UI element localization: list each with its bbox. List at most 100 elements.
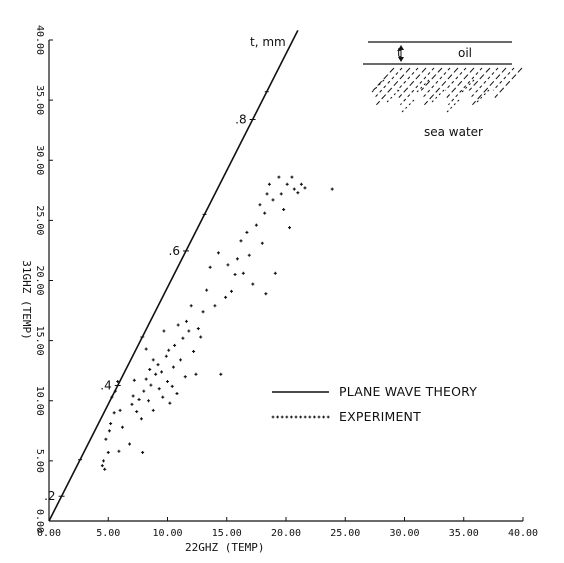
data-point [213, 304, 217, 308]
data-point [189, 304, 193, 308]
data-point [199, 335, 203, 339]
data-point [166, 380, 169, 384]
series-plane-wave-theory [48, 30, 299, 522]
hatch-line [424, 67, 459, 106]
data-point [296, 191, 300, 195]
data-point [170, 384, 174, 388]
hatch-line [400, 67, 435, 106]
axes [48, 40, 523, 522]
data-point [175, 392, 179, 396]
y-tick-label: 40.00 [34, 25, 45, 55]
y-axis-ticks: 0.00 5.00 10.00 15.00 20.00 25.00 30.00 35.00 40… [34, 25, 53, 533]
data-point [151, 408, 155, 412]
y-tick-label: 15.00 [34, 326, 45, 356]
data-point [109, 422, 113, 426]
data-point [235, 257, 239, 261]
thickness-arrow-up-icon [398, 45, 404, 50]
data-point [157, 387, 161, 391]
thickness-unit-label: t, mm [250, 35, 286, 49]
hatch-line [416, 79, 430, 93]
hatch-line [448, 67, 483, 106]
data-point [148, 367, 152, 371]
data-point [130, 402, 134, 406]
legend-dot [290, 415, 293, 419]
legend-dot [299, 415, 302, 419]
hatch-line [476, 89, 490, 103]
data-point [263, 211, 267, 215]
legend-dot [326, 415, 330, 419]
data-point [226, 263, 230, 267]
data-point [110, 395, 114, 399]
hatch-line [431, 89, 445, 103]
data-point [241, 271, 245, 275]
data-point [251, 282, 255, 286]
data-point [120, 425, 124, 429]
data-point [176, 323, 180, 327]
data-point [290, 175, 294, 179]
hatch-line [420, 67, 443, 91]
data-point [216, 251, 220, 255]
data-point [205, 288, 209, 292]
data-point [208, 265, 212, 269]
data-point [112, 411, 116, 415]
data-point [173, 343, 177, 347]
x-tick-label: 20.00 [271, 528, 301, 539]
inset-oil-label: oil [458, 46, 472, 60]
data-point [171, 365, 175, 369]
y-tick-label: 35.00 [34, 85, 45, 115]
data-point [118, 408, 122, 412]
thickness-label: .8 [235, 112, 246, 126]
hatch-line [376, 67, 411, 106]
x-axis-ticks: 0.00 5.00 10.00 15.00 20.00 25.00 30.00 35.00 40… [37, 517, 538, 539]
legend-dot [271, 415, 275, 419]
y-tick-label: 0.00 [34, 509, 45, 533]
thickness-arrow-down-icon [398, 57, 404, 62]
legend-dot [308, 415, 312, 419]
data-point [271, 198, 275, 202]
y-tick-label: 20.00 [34, 265, 45, 295]
hatch-line [444, 67, 467, 91]
hatch-line [494, 67, 523, 98]
data-point [273, 271, 277, 275]
data-point [183, 375, 187, 379]
data-point [181, 336, 185, 340]
hatch-line [398, 67, 427, 98]
inset-water-label: sea water [424, 125, 483, 139]
data-point [292, 187, 296, 191]
y-tick-label: 30.00 [34, 145, 45, 175]
legend-dot [294, 415, 298, 419]
data-point [279, 192, 283, 196]
y-tick-label: 10.00 [34, 386, 45, 416]
data-point [113, 389, 117, 393]
legend-dot [317, 415, 321, 419]
data-point [104, 437, 108, 441]
data-point [156, 363, 160, 367]
data-point [192, 349, 196, 353]
legend: PLANE WAVE THEORY EXPERIMENT [271, 384, 477, 424]
x-tick-label: 40.00 [508, 528, 538, 539]
data-point [116, 380, 120, 384]
data-point [267, 182, 271, 186]
data-point [139, 417, 143, 421]
y-tick-label: 25.00 [34, 205, 45, 235]
data-point [282, 208, 286, 212]
data-point [187, 329, 191, 333]
data-point [164, 354, 168, 358]
data-point [128, 442, 132, 446]
data-point [229, 289, 233, 293]
data-point [106, 450, 110, 454]
data-point [131, 394, 135, 398]
x-tick-label: 30.00 [389, 528, 419, 539]
data-point [102, 459, 106, 463]
legend-dot [303, 415, 307, 419]
data-point [258, 203, 262, 207]
legend-dot [322, 415, 325, 419]
data-point [103, 467, 107, 471]
hatch-line [372, 67, 395, 91]
data-point [142, 389, 146, 393]
hatch-line [446, 67, 475, 98]
theory-line [48, 30, 299, 522]
data-point [245, 230, 249, 234]
data-point [147, 399, 151, 403]
